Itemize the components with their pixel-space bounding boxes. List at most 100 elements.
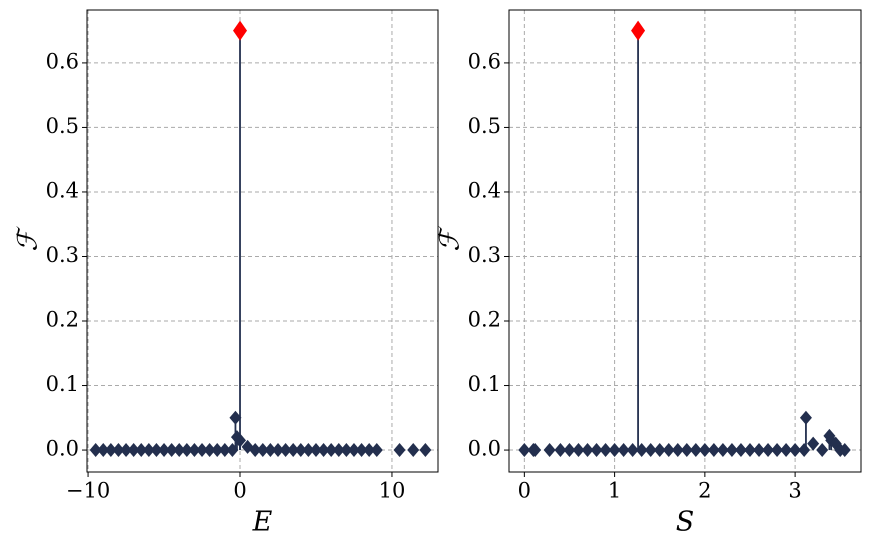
- stem-marker: [653, 443, 666, 458]
- y-tick-label: 0.3: [46, 243, 79, 267]
- stem-marker: [698, 443, 711, 458]
- stem-marker: [302, 443, 315, 458]
- stem-marker: [680, 443, 693, 458]
- stem-marker: [554, 443, 567, 458]
- x-tick-label: 1: [608, 479, 621, 503]
- y-tick-label: 0.1: [468, 372, 501, 396]
- y-tick-label: 0.4: [46, 178, 79, 202]
- x-tick-label: 3: [788, 479, 801, 503]
- y-axis-label: ℱ: [435, 226, 466, 252]
- stem-marker: [762, 443, 775, 458]
- stem-marker: [608, 443, 621, 458]
- stem-marker: [807, 436, 820, 451]
- stem-marker: [104, 443, 117, 458]
- stem-marker: [780, 443, 793, 458]
- stem-marker: [120, 443, 133, 458]
- stem-marker: [581, 443, 594, 458]
- stem-marker: [180, 443, 193, 458]
- y-tick-label: 0.1: [46, 372, 79, 396]
- stem-marker: [671, 443, 684, 458]
- stem-marker: [599, 443, 612, 458]
- y-axis-label: ℱ: [13, 226, 44, 252]
- stem-marker: [347, 443, 360, 458]
- stem-marker: [256, 443, 269, 458]
- stem-marker: [229, 410, 242, 425]
- stem-marker: [97, 443, 110, 458]
- stem-marker: [317, 443, 330, 458]
- stem-marker: [626, 443, 639, 458]
- stem-marker: [142, 443, 155, 458]
- x-tick-label: 0: [518, 479, 531, 503]
- stem-marker: [287, 443, 300, 458]
- stem-marker: [249, 443, 262, 458]
- stem-marker: [734, 443, 747, 458]
- stem-marker: [89, 443, 102, 458]
- stem-marker: [325, 443, 338, 458]
- stem-marker: [370, 443, 383, 458]
- stem-marker: [518, 443, 531, 458]
- stem-marker: [407, 443, 420, 458]
- y-tick-label: 0.4: [468, 178, 501, 202]
- stem-marker: [771, 443, 784, 458]
- stem-marker: [218, 443, 231, 458]
- stem-marker: [135, 443, 148, 458]
- stem-marker: [572, 443, 585, 458]
- stem-marker: [158, 443, 171, 458]
- y-tick-label: 0.5: [46, 114, 79, 138]
- stem-marker: [188, 443, 201, 458]
- stem-marker: [743, 443, 756, 458]
- y-tick-label: 0.3: [468, 243, 501, 267]
- y-tick-label: 0.2: [46, 308, 79, 332]
- highlight-marker: [631, 20, 646, 41]
- axes-frame: [508, 9, 862, 473]
- stem-marker: [838, 443, 851, 458]
- stem-marker: [393, 443, 406, 458]
- stem-marker: [309, 443, 322, 458]
- axes-frame: [86, 9, 439, 473]
- stem-marker: [211, 443, 224, 458]
- stem-marker: [340, 443, 353, 458]
- stem-marker: [816, 443, 829, 458]
- stem-marker: [543, 443, 556, 458]
- stem-marker: [617, 443, 630, 458]
- stem-marker: [716, 443, 729, 458]
- stem-marker: [203, 443, 216, 458]
- stem-marker: [355, 443, 368, 458]
- stem-marker: [798, 443, 811, 458]
- stem-marker: [419, 443, 432, 458]
- x-tick-label: 10: [379, 479, 406, 503]
- stem-marker: [644, 443, 657, 458]
- stem-marker: [196, 443, 209, 458]
- stem-marker: [590, 443, 603, 458]
- stem-marker: [529, 443, 542, 458]
- y-tick-label: 0.6: [468, 49, 501, 73]
- stem-marker: [662, 443, 675, 458]
- stem-marker: [689, 443, 702, 458]
- y-tick-label: 0.0: [468, 437, 501, 461]
- y-tick-label: 0.5: [468, 114, 501, 138]
- y-tick-label: 0.2: [468, 308, 501, 332]
- stem-marker: [294, 443, 307, 458]
- x-tick-label: 0: [233, 479, 246, 503]
- stem-marker: [279, 443, 292, 458]
- x-axis-label: E: [252, 507, 273, 538]
- x-tick-label: 2: [698, 479, 711, 503]
- stem-marker: [271, 443, 284, 458]
- stem-marker: [165, 443, 178, 458]
- stem-marker: [173, 443, 186, 458]
- stem-marker: [127, 443, 140, 458]
- stem-marker: [725, 443, 738, 458]
- stem-marker: [264, 443, 277, 458]
- stem-marker: [150, 443, 163, 458]
- x-axis-label: S: [676, 507, 695, 538]
- stem-marker: [789, 443, 802, 458]
- stem-marker: [563, 443, 576, 458]
- stem-marker: [707, 443, 720, 458]
- stem-marker: [112, 443, 125, 458]
- y-tick-label: 0.0: [46, 437, 79, 461]
- stem-marker: [753, 443, 766, 458]
- stem-marker: [799, 410, 812, 425]
- stem-marker: [332, 443, 345, 458]
- highlight-marker: [233, 20, 248, 41]
